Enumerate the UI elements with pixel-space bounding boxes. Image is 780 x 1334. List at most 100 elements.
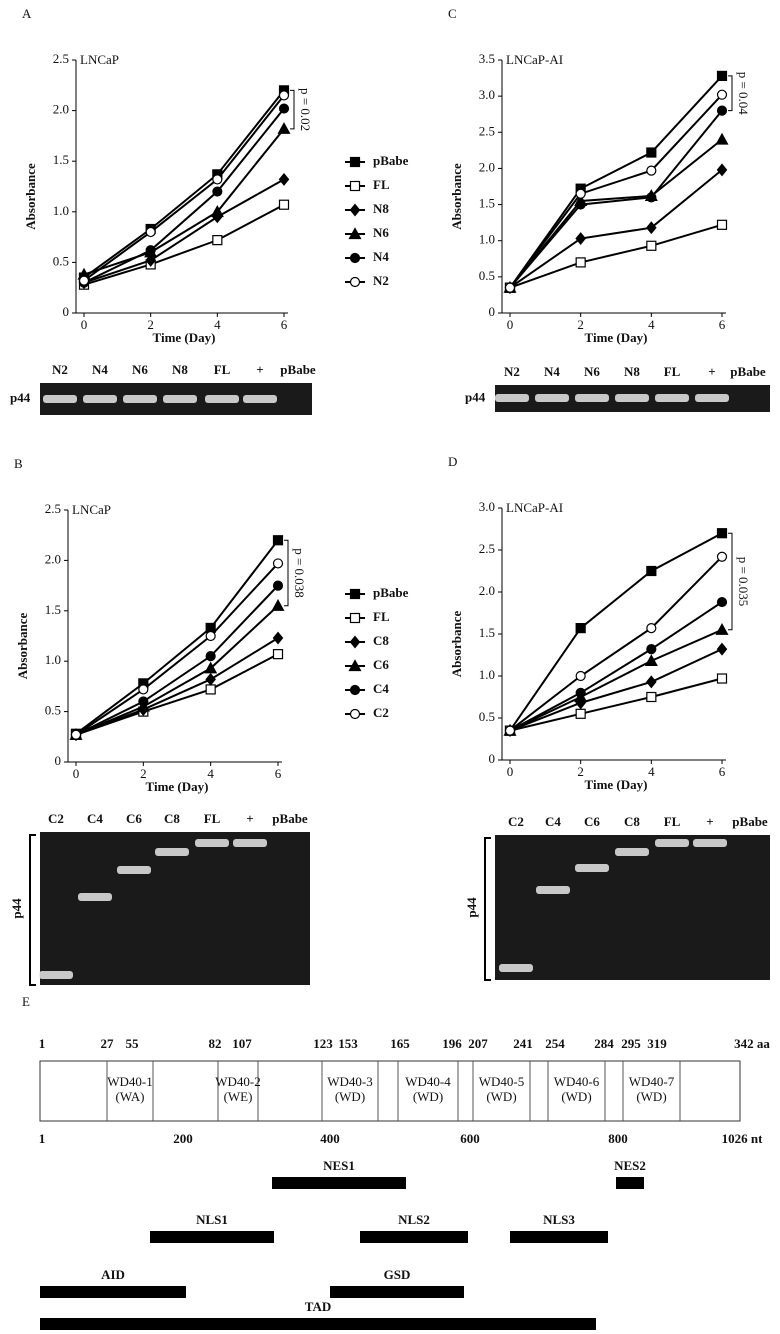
aa-label: 342 aa <box>734 1036 770 1051</box>
legend-label: C6 <box>373 657 389 672</box>
y-tick-label: 0.5 <box>479 268 495 283</box>
marker <box>212 186 223 197</box>
gel-band <box>233 839 267 847</box>
gel-band <box>495 394 529 402</box>
region-label: NLS1 <box>196 1212 228 1227</box>
y-axis-label: Absorbance <box>449 611 464 678</box>
chart-title: LNCaP <box>80 52 119 67</box>
x-tick-label: 2 <box>140 766 147 781</box>
domain-motif: (WD) <box>335 1089 365 1104</box>
marker <box>204 661 218 674</box>
y-tick-label: 2.0 <box>479 583 495 598</box>
marker <box>138 684 149 695</box>
marker <box>145 253 156 267</box>
bracket <box>284 539 289 607</box>
y-tick-label: 2.5 <box>53 51 69 66</box>
lane-label: FL <box>664 814 681 829</box>
legend-label: pBabe <box>373 153 409 168</box>
x-axis-label: Time (Day) <box>585 330 648 345</box>
series-line <box>83 128 285 276</box>
aa-label: 295 <box>621 1036 641 1051</box>
legend-marker <box>349 252 361 264</box>
gel-band <box>575 864 609 872</box>
y-tick-label: 1.5 <box>45 602 61 617</box>
legend-label: C4 <box>373 681 389 696</box>
series-line <box>509 223 723 289</box>
gel-band <box>695 394 729 402</box>
marker <box>277 122 291 134</box>
x-axis-label: Time (Day) <box>146 779 209 794</box>
y-axis-label: Absorbance <box>15 613 30 680</box>
marker <box>716 673 728 684</box>
y-tick-label: 1.0 <box>479 667 495 682</box>
series-line <box>509 169 723 289</box>
legend-label: C2 <box>373 705 389 720</box>
p-value: p = 0.04 <box>736 72 751 116</box>
marker <box>575 670 586 682</box>
marker <box>205 630 216 642</box>
series-line <box>509 109 723 289</box>
lane-label: C8 <box>164 811 180 826</box>
lane-label: C4 <box>87 811 103 826</box>
marker <box>145 226 156 238</box>
domain-motif: (WD) <box>636 1089 666 1104</box>
aa-label: 1 <box>39 1036 46 1051</box>
gel-band <box>536 886 570 894</box>
marker <box>210 205 224 217</box>
marker <box>575 232 586 245</box>
legend-label: N6 <box>373 225 389 240</box>
marker <box>646 165 657 176</box>
marker <box>575 708 586 719</box>
series-line <box>75 605 279 736</box>
marker <box>278 90 290 101</box>
p-value: p = 0.035 <box>736 557 751 607</box>
y-tick-label: 0 <box>489 751 496 766</box>
bracket <box>29 834 36 986</box>
gel-band <box>615 394 649 402</box>
y-tick-label: 1.5 <box>53 152 69 167</box>
series-line <box>75 562 279 736</box>
marker <box>716 70 728 82</box>
aa-label: 254 <box>545 1036 565 1051</box>
lane-label: N4 <box>92 362 108 377</box>
protein-label: p44 <box>465 389 486 404</box>
gel-band <box>39 971 73 979</box>
y-tick-label: 0.5 <box>479 709 495 724</box>
series-line <box>83 94 285 282</box>
y-tick-label: 2.5 <box>479 123 495 138</box>
region-bar <box>360 1231 468 1243</box>
aa-label: 241 <box>513 1036 533 1051</box>
series-line <box>509 532 723 732</box>
series-line <box>83 89 285 279</box>
marker <box>575 188 586 199</box>
gel-band <box>117 866 151 874</box>
marker <box>272 649 284 660</box>
x-tick-label: 4 <box>648 317 655 332</box>
x-tick-label: 4 <box>214 317 221 332</box>
x-tick-label: 4 <box>648 764 655 779</box>
y-tick-label: 1.5 <box>479 625 495 640</box>
x-tick-label: 6 <box>719 764 726 779</box>
region-bar <box>510 1231 608 1243</box>
lane-label: FL <box>204 811 221 826</box>
marker <box>575 623 586 634</box>
legend-marker <box>349 276 361 288</box>
domain-motif: (WE) <box>224 1089 253 1104</box>
aa-label: 207 <box>468 1036 488 1051</box>
marker <box>716 163 728 177</box>
region-label: NLS2 <box>398 1212 430 1227</box>
aa-label: 319 <box>647 1036 667 1051</box>
marker <box>272 580 284 591</box>
series-line <box>509 138 723 289</box>
legend-label: N8 <box>373 201 389 216</box>
marker <box>138 696 149 707</box>
bracket <box>728 532 733 631</box>
protein-label: p44 <box>10 390 31 405</box>
panel-label: E <box>22 994 30 1009</box>
x-tick-label: 6 <box>719 317 726 332</box>
region-label: NES1 <box>323 1158 355 1173</box>
bracket <box>290 89 295 130</box>
marker <box>715 623 729 635</box>
marker <box>646 565 657 577</box>
